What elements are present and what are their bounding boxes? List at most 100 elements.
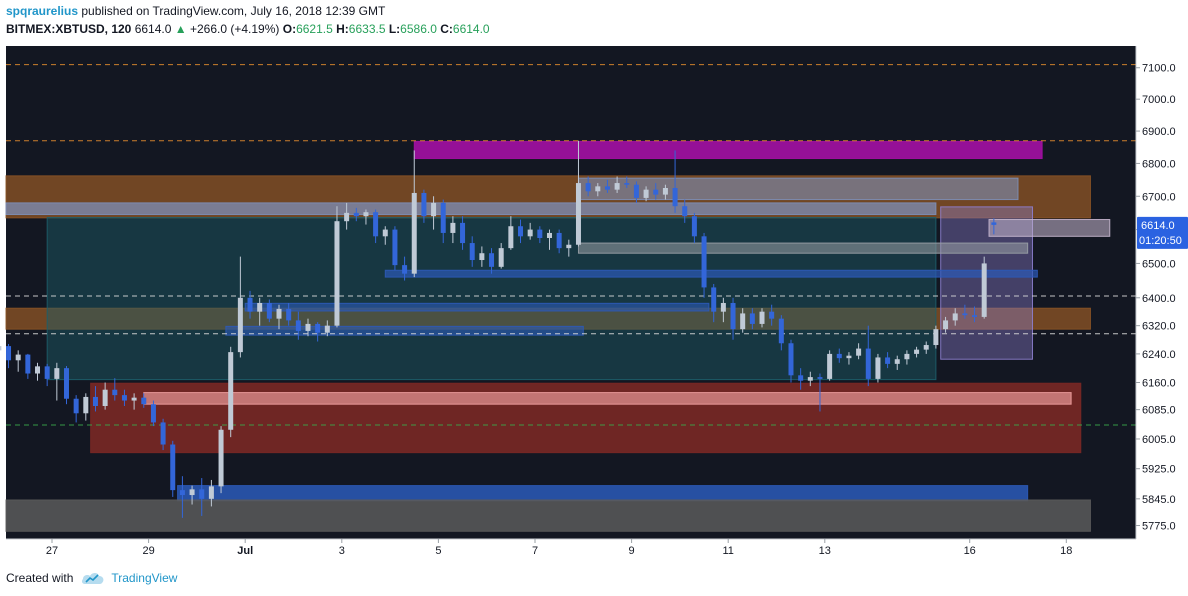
candle-85 [817, 373, 823, 412]
last-price-label: 6614.0 [1141, 220, 1175, 232]
candle-body [150, 404, 156, 423]
author-link[interactable]: spqraurelius [6, 4, 79, 18]
candle-65 [624, 176, 630, 189]
zone-rect-14 [988, 219, 1111, 237]
close-value: 6614.0 [452, 22, 490, 36]
candle-body [469, 243, 475, 261]
tradingview-link[interactable]: TradingView [111, 571, 178, 585]
low-label: L: [388, 22, 401, 36]
candle-26 [247, 290, 253, 319]
symbol-label: BITMEX:XBTUSD, 120 [6, 22, 132, 36]
candle-body [556, 232, 562, 249]
candle-80 [769, 304, 775, 326]
candle-body [682, 206, 688, 217]
candle-body [817, 377, 823, 379]
candle-27 [257, 297, 263, 326]
candle-9 [83, 393, 89, 421]
last-price-badge: 6614.0 01:20:50 [1137, 216, 1188, 249]
created-with-text: Created with [6, 571, 74, 585]
candle-layer [0, 140, 997, 518]
time-tick-label: Jul [237, 545, 253, 557]
candle-23 [218, 426, 224, 494]
candle-34 [324, 320, 330, 337]
candle-20 [189, 485, 195, 505]
candle-36 [344, 202, 350, 230]
high-label: H: [336, 22, 349, 36]
candle-body [199, 489, 205, 499]
candle-body [894, 359, 900, 364]
candle-body [170, 444, 176, 491]
zone-rect-11 [384, 269, 1038, 278]
candle-body [121, 395, 127, 401]
zone-rect-13 [225, 325, 584, 336]
candle-102 [981, 256, 987, 319]
candle-40 [382, 226, 388, 245]
candle-21 [199, 478, 205, 516]
price-tick-label: 5925.0 [1142, 464, 1176, 476]
candle-body [63, 368, 69, 399]
zone-rect-2 [413, 140, 1043, 160]
candle-72 [691, 212, 697, 244]
last-price: 6614.0 [134, 22, 172, 36]
candle-body [827, 353, 833, 379]
candle-body [353, 212, 359, 217]
price-change: +266.0 (+4.19%) [189, 22, 280, 36]
candle-91 [875, 353, 881, 383]
candle-25 [237, 256, 243, 358]
low-value: 6586.0 [400, 22, 437, 36]
candle-86 [827, 350, 833, 381]
candle-body [373, 212, 379, 237]
candle-body [875, 357, 881, 379]
candle-body [740, 313, 746, 330]
candle-body [208, 486, 214, 499]
candle-body [633, 184, 639, 198]
candle-97 [933, 325, 939, 349]
candle-body [643, 189, 649, 198]
candle-5 [44, 363, 50, 387]
zone-rect-8 [5, 202, 937, 216]
candle-body [981, 263, 987, 317]
candle-body [720, 302, 726, 312]
candle-81 [778, 315, 784, 351]
candle-31 [295, 311, 301, 340]
time-tick-label: 3 [339, 545, 345, 557]
candle-body [914, 349, 920, 354]
candle-47 [450, 216, 456, 244]
candle-39 [373, 209, 379, 244]
candle-49 [469, 236, 475, 267]
candle-body [885, 357, 891, 364]
candle-body [518, 226, 524, 237]
price-tick-label: 6400.0 [1142, 293, 1176, 305]
candle-body [972, 315, 978, 317]
candle-body [35, 366, 41, 374]
close-label: C: [440, 22, 453, 36]
candle-body [489, 253, 495, 267]
time-tick-label: 13 [819, 545, 831, 557]
open-label: O: [282, 22, 297, 36]
candle-22 [208, 479, 214, 507]
candle-35 [334, 206, 340, 328]
candle-83 [798, 368, 804, 390]
candle-28 [266, 299, 272, 323]
candle-body [604, 186, 610, 190]
candle-body [624, 183, 630, 185]
candle-79 [759, 308, 765, 328]
candle-body [92, 396, 98, 407]
candle-body [585, 183, 591, 192]
tradingview-cloud-icon[interactable] [81, 571, 105, 585]
footer: Created with TradingView [6, 571, 177, 585]
candle-body [402, 265, 408, 274]
price-tick-label: 6900.0 [1142, 126, 1176, 138]
price-chart[interactable]: 7100.07000.06900.06800.06700.06600.06500… [0, 40, 1188, 562]
price-tick-label: 6160.0 [1142, 377, 1176, 389]
candle-body [865, 348, 871, 379]
candle-66 [633, 181, 639, 203]
candle-body [672, 188, 678, 207]
candle-body [933, 329, 939, 346]
candle-body [479, 253, 485, 261]
candle-body [952, 313, 958, 321]
candle-body [575, 183, 581, 245]
candle-body [266, 302, 272, 319]
candle-56 [537, 226, 543, 244]
candle-46 [440, 199, 446, 244]
